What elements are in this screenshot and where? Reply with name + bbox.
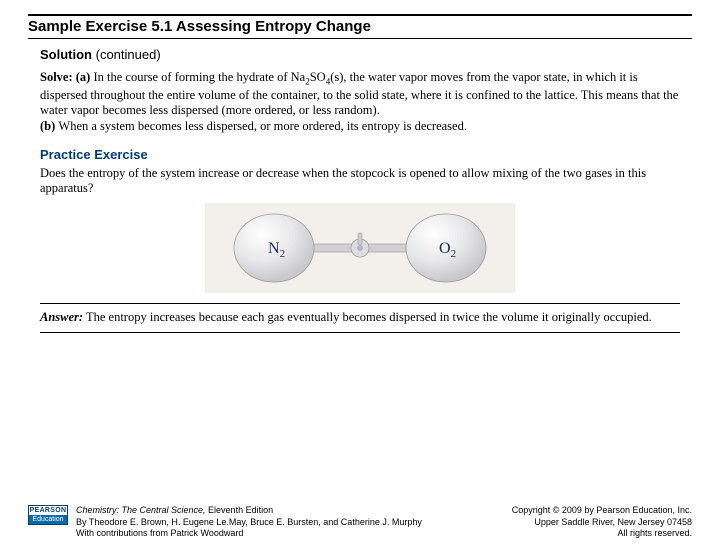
answer-label: Answer: <box>40 310 83 324</box>
apparatus-diagram: N2 O2 <box>205 203 515 293</box>
citation-authors: By Theodore E. Brown, H. Eugene Le.May, … <box>76 517 422 529</box>
solve-text-a1: In the course of forming the hydrate of … <box>93 70 305 84</box>
title-prefix: Sample Exercise <box>28 18 151 35</box>
stopcock-handle <box>358 233 362 245</box>
title-tail: Assessing Entropy Change <box>176 18 371 35</box>
apparatus-svg: N2 O2 <box>210 205 510 291</box>
copyright-line: Copyright © 2009 by Pearson Education, I… <box>512 505 692 517</box>
solve-text-a2: SO <box>310 70 326 84</box>
title-number: 5.1 <box>151 18 175 35</box>
answer-rule-top <box>40 303 680 304</box>
footer: PEARSON Education Chemistry: The Central… <box>0 505 720 540</box>
title-row: Sample Exercise 5.1 Assessing Entropy Ch… <box>28 18 692 39</box>
pearson-logo-bottom: Education <box>29 515 67 524</box>
stopcock-center <box>357 245 363 251</box>
book-edition: Eleventh Edition <box>206 505 274 515</box>
answer-rule-bottom <box>40 332 680 333</box>
answer-paragraph: Answer: The entropy increases because ea… <box>40 310 680 326</box>
practice-question: Does the entropy of the system increase … <box>40 166 680 197</box>
solve-paragraph: Solve: (a) In the course of forming the … <box>40 70 680 135</box>
solution-heading: Solution (continued) <box>40 47 680 62</box>
practice-heading: Practice Exercise <box>40 147 680 162</box>
footer-left: PEARSON Education Chemistry: The Central… <box>28 505 422 540</box>
book-title: Chemistry: The Central Science, <box>76 505 206 515</box>
rights-line: All rights reserved. <box>512 528 692 540</box>
footer-citation: Chemistry: The Central Science, Eleventh… <box>76 505 422 540</box>
solve-label-b: (b) <box>40 119 58 133</box>
citation-line-1: Chemistry: The Central Science, Eleventh… <box>76 505 422 517</box>
answer-body: The entropy increases because each gas e… <box>83 310 652 324</box>
pearson-logo: PEARSON Education <box>28 505 68 525</box>
pearson-logo-top: PEARSON <box>29 506 67 515</box>
solve-text-b: When a system becomes less dispersed, or… <box>58 119 467 133</box>
solve-label-a: Solve: (a) <box>40 70 93 84</box>
solution-label: Solution <box>40 47 92 62</box>
top-rule <box>28 14 692 16</box>
solution-continued: (continued) <box>92 47 161 62</box>
citation-contrib: With contributions from Patrick Woodward <box>76 528 422 540</box>
footer-right: Copyright © 2009 by Pearson Education, I… <box>512 505 692 540</box>
address-line: Upper Saddle River, New Jersey 07458 <box>512 517 692 529</box>
